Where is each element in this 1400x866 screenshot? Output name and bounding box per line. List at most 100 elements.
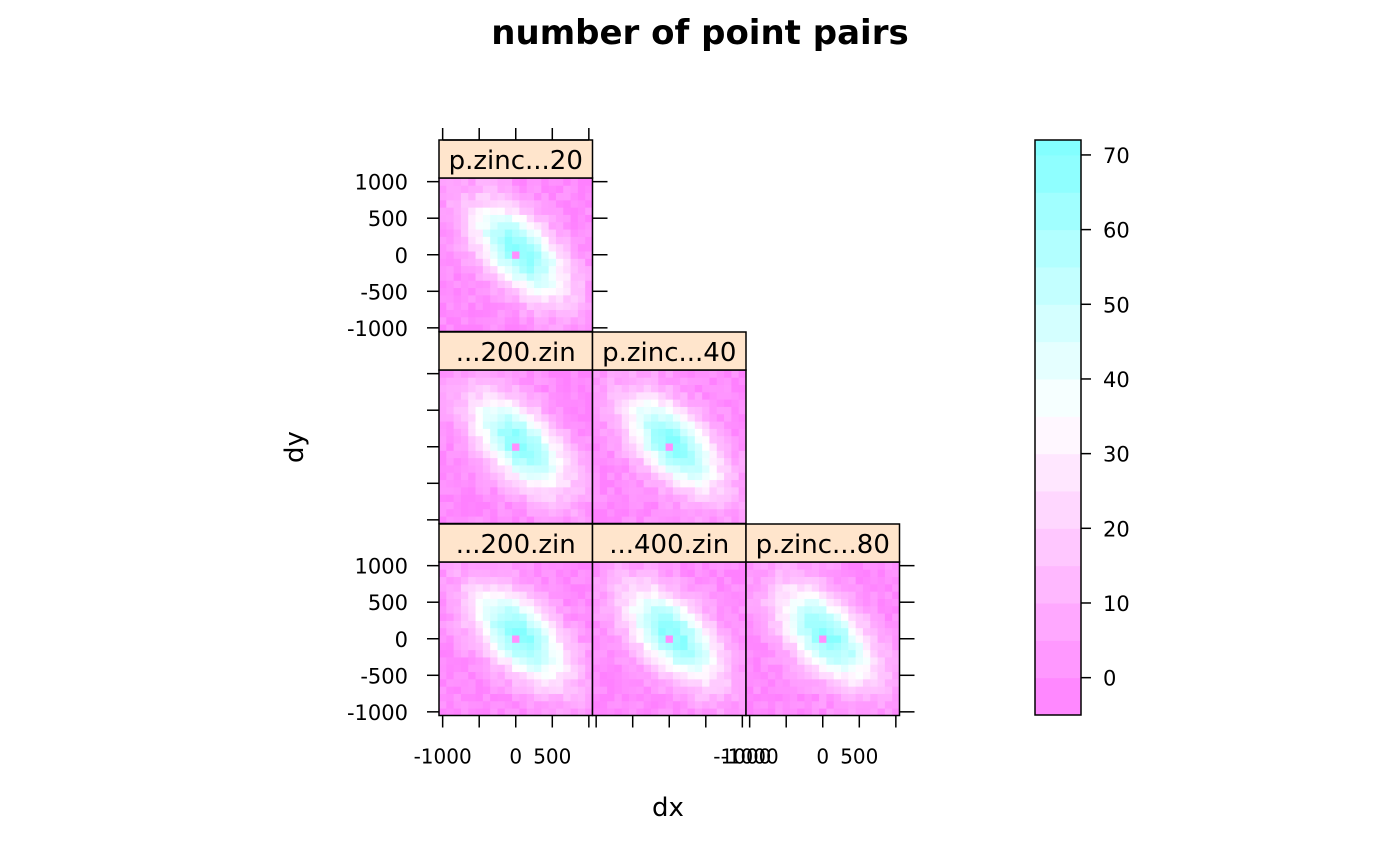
heat-cell <box>665 576 674 585</box>
heat-cell <box>570 465 579 473</box>
heat-cell <box>738 591 747 599</box>
heat-cell <box>848 693 857 702</box>
heat-cell <box>767 620 776 629</box>
heat-cell <box>636 693 645 702</box>
panel: ...200.zin <box>438 331 594 525</box>
heat-cell <box>694 700 703 709</box>
heat-cell <box>482 207 491 215</box>
heat-cell <box>746 686 754 694</box>
heat-cell <box>504 465 513 473</box>
heat-cell <box>563 221 571 230</box>
heat-cell <box>482 583 491 592</box>
heat-cell <box>504 265 513 274</box>
heat-cell <box>782 708 791 716</box>
heat-cell <box>519 428 528 437</box>
heat-cell <box>548 236 557 245</box>
heat-cell <box>680 678 688 687</box>
heat-cell <box>614 605 623 614</box>
heat-cell <box>826 678 835 687</box>
heat-cell <box>738 678 747 687</box>
heat-cell <box>716 620 725 629</box>
heat-cell <box>621 421 630 429</box>
heat-cell <box>585 450 593 459</box>
heat-cell <box>585 583 593 592</box>
heat-cell <box>621 516 630 524</box>
heat-cell <box>789 598 798 607</box>
heat-cell <box>767 671 776 680</box>
heat-cell <box>680 428 688 437</box>
heat-cell <box>526 229 535 237</box>
heat-cell <box>848 642 857 651</box>
heat-cell <box>643 435 652 444</box>
heat-cell <box>453 562 462 570</box>
heat-cell <box>892 664 900 673</box>
heat-cell <box>570 192 579 201</box>
heat-cell <box>643 494 652 502</box>
heat-cell <box>563 207 571 215</box>
heat-cell <box>753 620 762 629</box>
heat-cell <box>760 569 769 578</box>
heat-cell <box>833 583 842 592</box>
heat-cell <box>702 457 710 466</box>
heat-cell <box>789 627 798 636</box>
heat-cell <box>680 457 688 466</box>
heat-cell <box>877 708 886 716</box>
heat-cell <box>607 501 615 510</box>
heat-cell <box>475 178 484 186</box>
heat-cell <box>468 391 476 400</box>
x-tick-label: -1000 <box>713 745 771 769</box>
heat-cell <box>694 576 703 585</box>
heat-cell <box>534 576 542 585</box>
heat-cell <box>460 472 469 481</box>
heat-cell <box>512 693 520 702</box>
heat-cell <box>555 207 564 215</box>
heat-cell <box>534 207 542 215</box>
heat-cell <box>439 693 447 702</box>
heat-cell <box>446 443 455 451</box>
heat-cell <box>570 642 579 651</box>
heat-cell <box>767 583 776 592</box>
heat-cell <box>548 287 557 296</box>
heat-cell <box>680 569 688 578</box>
heat-cell <box>468 508 476 517</box>
heat-cell <box>504 598 513 607</box>
heat-cell <box>709 693 718 702</box>
heat-cell <box>446 258 455 267</box>
heat-cell <box>555 620 564 629</box>
heat-cell <box>614 435 623 444</box>
heat-cell <box>592 501 601 510</box>
heat-cell <box>672 465 681 473</box>
heat-cell <box>629 649 637 658</box>
heat-cell <box>475 583 484 592</box>
heat-cell <box>512 229 520 237</box>
heat-cell <box>475 391 484 400</box>
heat-cell <box>636 486 645 495</box>
heat-cell <box>577 273 586 281</box>
x-tick-label: 500 <box>533 745 571 769</box>
heat-cell <box>819 671 827 680</box>
heat-cell <box>490 465 498 473</box>
heat-cell <box>687 384 696 393</box>
heat-cell <box>687 671 696 680</box>
heat-cell <box>672 443 681 451</box>
heat-cell <box>541 635 550 643</box>
heat-cell <box>460 384 469 393</box>
heat-cell <box>658 516 666 524</box>
heat-cell <box>599 649 608 658</box>
heat-cell <box>490 508 498 517</box>
heat-cell <box>665 486 674 495</box>
heat-cell <box>731 627 740 636</box>
heat-cell <box>585 508 593 517</box>
heat-cell <box>665 457 674 466</box>
heat-cell <box>439 472 447 481</box>
heat-cell <box>512 178 520 186</box>
heat-cell <box>563 265 571 274</box>
heat-cell <box>504 486 513 495</box>
heat-cell <box>614 686 623 694</box>
heat-cell <box>738 486 747 495</box>
heat-cell <box>541 273 550 281</box>
heat-cell <box>519 406 528 415</box>
heat-cell <box>577 657 586 665</box>
heat-cell <box>884 605 893 614</box>
heat-cell <box>519 207 528 215</box>
